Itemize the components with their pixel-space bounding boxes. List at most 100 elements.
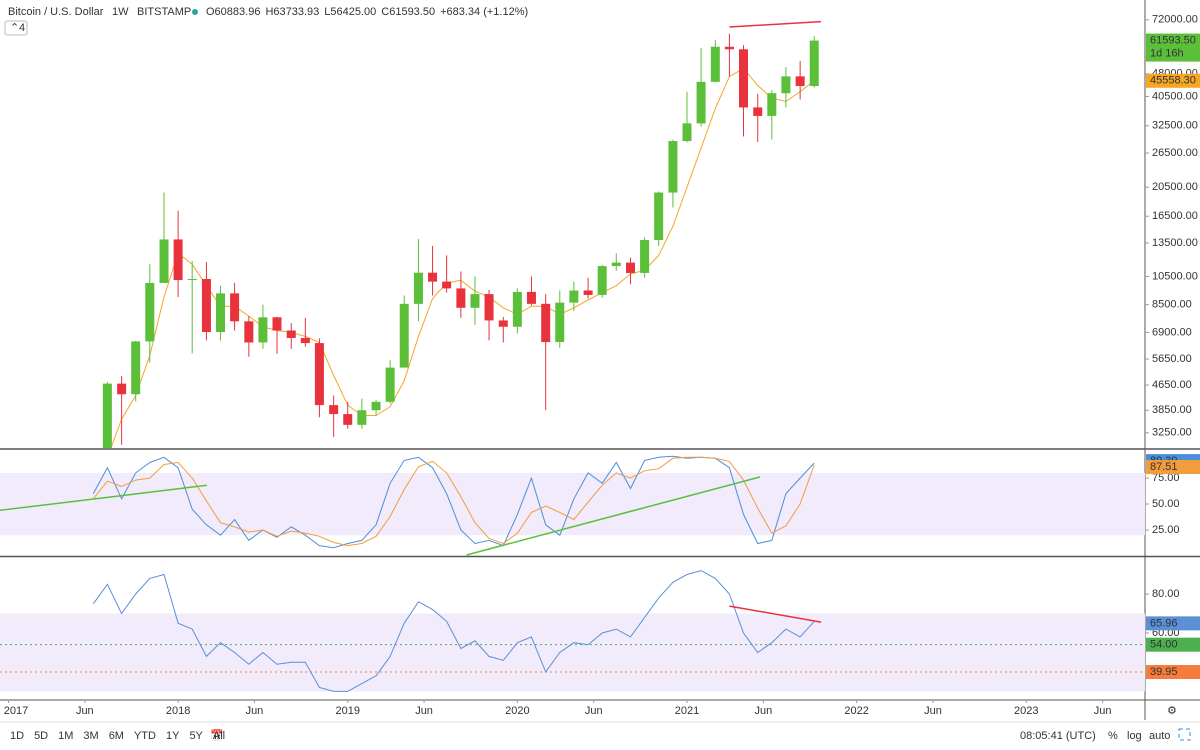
trendline [466, 476, 761, 556]
candle-body [767, 93, 777, 116]
trendline [729, 20, 822, 28]
candle-body [569, 290, 579, 303]
candle-body [456, 288, 466, 308]
y-tick-label: 8500.00 [1152, 299, 1192, 311]
x-tick-label: Jun [754, 705, 772, 717]
candle-body [371, 401, 381, 411]
candle-body [640, 240, 650, 273]
overbought-oversold-band [0, 472, 1145, 536]
candle-body [343, 414, 353, 425]
fullscreen-icon[interactable] [1178, 728, 1191, 741]
candle-body [117, 383, 127, 395]
candle-body [541, 303, 551, 343]
candle-body [626, 262, 636, 273]
candle-body [809, 40, 819, 87]
last-value-label: 87.51 [1150, 461, 1178, 473]
candle-body [102, 383, 112, 448]
x-tick-label: Jun [1094, 705, 1112, 717]
candle-body [329, 405, 339, 415]
y-tick-label: 26500.00 [1152, 147, 1198, 159]
y-tick-label: 32500.00 [1152, 120, 1198, 132]
percent-toggle[interactable]: % [1108, 730, 1118, 742]
auto-toggle[interactable]: auto [1149, 730, 1170, 742]
bar-countdown: 1d 16h [1150, 47, 1184, 59]
x-tick-label: 2017 [4, 705, 28, 717]
x-tick-label: 2021 [675, 705, 699, 717]
y-tick-label: 13500.00 [1152, 237, 1198, 249]
candle-body [498, 320, 508, 327]
y-tick-label: 72000.00 [1152, 14, 1198, 26]
trendline [0, 484, 207, 512]
log-toggle[interactable]: log [1127, 730, 1142, 742]
range-button[interactable]: All [213, 730, 225, 742]
ohlc-value: O60883.96 [206, 6, 260, 18]
candle-body [654, 192, 664, 241]
clock: 08:05:41 (UTC) [1020, 730, 1096, 742]
x-tick-label: Jun [415, 705, 433, 717]
level-label-box [1146, 665, 1200, 680]
indicator-line [92, 456, 815, 547]
range-button[interactable]: 5D [34, 730, 48, 742]
indicator-count[interactable]: 4 [19, 22, 25, 34]
x-tick-label: 2022 [844, 705, 868, 717]
exchange: BITSTAMP [137, 6, 191, 18]
candle-body [753, 107, 763, 116]
candle-body [145, 282, 155, 342]
range-button[interactable]: 6M [109, 730, 124, 742]
range-button[interactable]: 1M [58, 730, 73, 742]
candle-body [484, 294, 494, 321]
range-button[interactable]: YTD [134, 730, 156, 742]
range-button[interactable]: 1D [10, 730, 24, 742]
y-tick-label: 5650.00 [1152, 353, 1192, 365]
level-label: 39.95 [1150, 666, 1178, 678]
y-tick-label: 3850.00 [1152, 404, 1192, 416]
candle-body [428, 272, 438, 282]
level-label-box [1146, 637, 1200, 652]
candle-body [159, 239, 169, 283]
candle-body [173, 239, 183, 281]
x-tick-label: 2020 [505, 705, 529, 717]
interval: 1W [112, 6, 129, 18]
candle-body [399, 303, 409, 368]
candle-body [526, 291, 536, 304]
candle-body [244, 321, 254, 343]
candle-body [597, 266, 607, 295]
candle-body [216, 293, 226, 333]
ma-price-label: 45558.30 [1150, 75, 1196, 87]
candle-body [583, 290, 593, 295]
y-tick-label: 50.00 [1152, 498, 1180, 510]
x-tick-label: Jun [924, 705, 942, 717]
range-button[interactable]: 5Y [189, 730, 203, 742]
y-tick-label: 80.00 [1152, 588, 1180, 600]
y-tick-label: 16500.00 [1152, 210, 1198, 222]
collapse-button[interactable] [4, 20, 28, 36]
candle-body [682, 123, 692, 142]
settings-icon[interactable]: ⚙ [1167, 705, 1177, 717]
y-tick-label: 4650.00 [1152, 379, 1192, 391]
ma-price-box [1146, 73, 1200, 88]
candle-body [442, 281, 452, 289]
range-button[interactable]: 1Y [166, 730, 180, 742]
x-tick-label: 2019 [335, 705, 359, 717]
candle-body [795, 76, 805, 87]
ohlc-value: C61593.50 [381, 6, 435, 18]
last-price-box [1146, 33, 1200, 62]
candle-body [258, 317, 268, 343]
calendar-icon[interactable]: 📅 [210, 729, 224, 742]
candle-body [201, 279, 211, 333]
candle-body [385, 367, 395, 402]
ohlc-value: +683.34 (+1.12%) [440, 6, 528, 18]
candle-body [512, 291, 522, 327]
candle-body [300, 337, 310, 344]
last-price-label: 61593.50 [1150, 34, 1196, 46]
candle-body [286, 330, 296, 338]
x-tick-label: Jun [76, 705, 94, 717]
level-label: 54.00 [1150, 639, 1178, 651]
y-tick-label: 6900.00 [1152, 326, 1192, 338]
x-tick-label: Jun [585, 705, 603, 717]
price-pane [102, 20, 822, 448]
candle-body [314, 343, 324, 406]
range-button[interactable]: 3M [83, 730, 98, 742]
market-status-dot [192, 9, 198, 15]
